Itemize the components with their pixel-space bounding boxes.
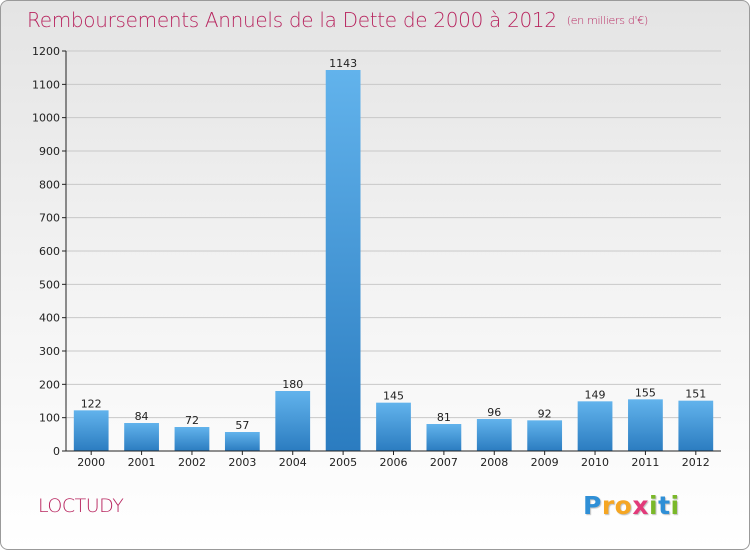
bar [224,432,260,451]
y-tick-label: 100 [39,412,60,425]
data-label: 149 [585,388,606,401]
data-label: 155 [635,386,656,399]
data-label: 1143 [329,57,357,70]
x-tick-label: 2002 [178,456,206,469]
x-tick-label: 2005 [329,456,357,469]
data-label: 122 [81,397,102,410]
bar [628,399,663,451]
y-tick-label: 1200 [32,45,60,58]
bar [376,402,411,451]
y-tick-label: 200 [39,378,60,391]
bar [577,401,613,451]
x-tick-label: 2012 [682,456,710,469]
chart-title-text: Remboursements Annuels de la Dette de 20… [27,8,557,32]
chart-title: Remboursements Annuels de la Dette de 20… [27,8,648,32]
bar [73,410,109,451]
data-label: 92 [538,407,552,420]
y-tick-label: 500 [39,278,60,291]
x-tick-label: 2006 [380,456,408,469]
y-tick-label: 900 [39,145,60,158]
bar [426,424,462,451]
logo-letter: x [632,491,649,520]
x-tick-label: 2000 [77,456,105,469]
data-label: 72 [185,414,199,427]
bar [325,70,361,451]
logo-letter: i [649,491,659,520]
data-label: 151 [685,388,706,401]
logo-letter: r [601,491,615,520]
y-tick-label: 1100 [32,78,60,91]
logo-letter: o [614,491,633,520]
data-label: 81 [437,411,451,424]
bar [678,400,714,451]
x-tick-label: 2004 [279,456,307,469]
chart-unit: (en milliers d'€) [566,14,648,27]
logo-letter: t [658,491,671,520]
x-tick-label: 2010 [581,456,609,469]
logo-letter: i [670,491,680,520]
bar [527,420,563,451]
x-tick-label: 2008 [480,456,508,469]
data-label: 180 [282,378,303,391]
bar [476,419,512,451]
x-tick-label: 2003 [228,456,256,469]
x-tick-label: 2001 [128,456,156,469]
y-tick-label: 0 [53,445,60,458]
y-tick-label: 800 [39,178,60,191]
x-tick-label: 2007 [430,456,458,469]
data-label: 57 [235,419,249,432]
y-tick-label: 1000 [32,112,60,125]
commune-name: LOCTUDY [38,495,124,517]
bar [275,391,311,451]
bar [124,423,159,451]
data-label: 84 [135,410,149,423]
data-label: 96 [487,406,501,419]
y-tick-label: 600 [39,245,60,258]
y-tick-label: 400 [39,312,60,325]
bar [174,427,210,451]
logo-letter: P [583,491,602,520]
y-tick-label: 700 [39,212,60,225]
proxiti-logo: Proxiti [583,491,680,520]
x-tick-label: 2009 [531,456,559,469]
x-tick-label: 2011 [631,456,659,469]
data-label: 145 [383,390,404,403]
y-tick-label: 300 [39,345,60,358]
